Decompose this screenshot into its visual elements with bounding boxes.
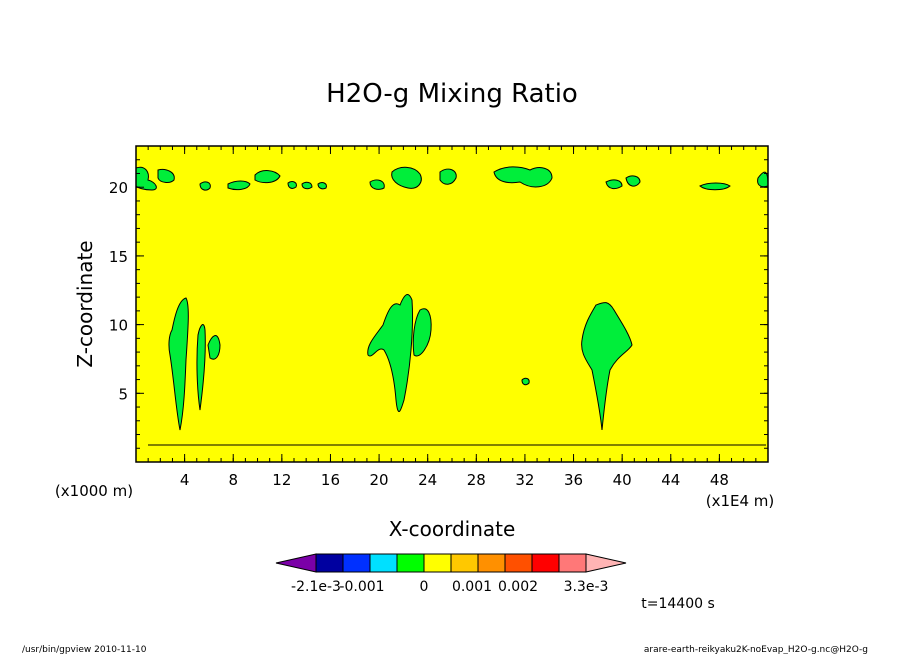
x-tick-label: 12 bbox=[272, 471, 291, 489]
small-blob bbox=[521, 377, 530, 386]
x-tick-label: 20 bbox=[370, 471, 389, 489]
top-blob-9 bbox=[369, 179, 385, 190]
colorbar-segment bbox=[558, 553, 587, 573]
updraft-plume-3 bbox=[581, 302, 633, 431]
colorbar-segment bbox=[450, 553, 479, 573]
top-blob-7 bbox=[301, 181, 313, 190]
x-tick-label: 48 bbox=[710, 471, 729, 489]
updraft-plume-2b bbox=[412, 308, 432, 357]
plot-background bbox=[136, 146, 768, 462]
colorbar-segment bbox=[504, 553, 533, 573]
colorbar-segment bbox=[477, 553, 506, 573]
top-blob-10 bbox=[391, 166, 422, 189]
colorbar bbox=[275, 553, 627, 573]
x-tick-label: 40 bbox=[613, 471, 632, 489]
top-blob-1 bbox=[135, 166, 157, 191]
updraft-plume-2 bbox=[367, 294, 414, 412]
colorbar-label: 3.3e-3 bbox=[564, 579, 609, 595]
colorbar-segment bbox=[342, 553, 371, 573]
colorbar-extend-low bbox=[275, 553, 317, 573]
x-tick-label: 28 bbox=[467, 471, 486, 489]
x-tick-label: 4 bbox=[180, 471, 190, 489]
y-axis-label: Z-coordinate bbox=[73, 240, 97, 367]
contour-features bbox=[135, 166, 769, 431]
y-tick-label: 5 bbox=[118, 385, 128, 403]
chart-title: H2O-g Mixing Ratio bbox=[326, 79, 578, 109]
x-axis-label: X-coordinate bbox=[389, 517, 516, 541]
colorbar-extend-high bbox=[585, 553, 627, 573]
x-axis: 4 8 12 16 20 24 28 32 36 40 44 48 bbox=[135, 146, 769, 489]
footer-left: /usr/bin/gpview 2010-11-10 bbox=[22, 645, 147, 654]
colorbar-label: 0 bbox=[420, 579, 429, 595]
top-blob-4 bbox=[227, 180, 251, 191]
colorbar-label: 0.002 bbox=[498, 579, 538, 595]
y-axis: 5 10 15 20 bbox=[109, 159, 768, 449]
x-tick-label: 8 bbox=[228, 471, 238, 489]
top-blob-8 bbox=[317, 182, 327, 190]
colorbar-label: -0.001 bbox=[339, 579, 384, 595]
plot-area bbox=[135, 145, 769, 463]
colorbar-segment bbox=[396, 553, 425, 573]
x-unit-left: (x1000 m) bbox=[55, 482, 133, 500]
colorbar-segment bbox=[531, 553, 560, 573]
top-blob-13 bbox=[605, 179, 623, 190]
colorbar-segment bbox=[423, 553, 452, 573]
x-unit-right: (x1E4 m) bbox=[706, 492, 775, 510]
y-tick-label: 20 bbox=[109, 179, 128, 197]
top-blob-11 bbox=[439, 168, 457, 185]
colorbar-labels: -2.1e-3-0.001 0 0.001 0.002 3.3e-3 bbox=[291, 579, 608, 595]
top-blob-6 bbox=[287, 181, 297, 189]
x-tick-label: 44 bbox=[661, 471, 680, 489]
x-tick-label: 24 bbox=[418, 471, 437, 489]
updraft-plume-1 bbox=[168, 297, 189, 431]
top-blob-14 bbox=[625, 175, 641, 187]
updraft-plume-1b bbox=[196, 324, 206, 411]
y-tick-label: 10 bbox=[109, 317, 128, 335]
colorbar-label: -2.1e-3 bbox=[291, 579, 341, 595]
x-tick-label: 32 bbox=[515, 471, 534, 489]
top-blob-2 bbox=[157, 169, 175, 183]
colorbar-segment bbox=[315, 553, 344, 573]
colorbar-segment bbox=[369, 553, 398, 573]
colorbar-label: 0.001 bbox=[452, 579, 492, 595]
top-blob-15 bbox=[699, 182, 731, 191]
top-blob-12 bbox=[493, 166, 553, 188]
x-tick-label: 36 bbox=[564, 471, 583, 489]
top-blob-5 bbox=[254, 170, 281, 184]
footer-right: arare-earth-reikyaku2K-noEvap_H2O-g.nc@H… bbox=[644, 645, 868, 654]
time-label: t=14400 s bbox=[641, 596, 715, 612]
top-blob-3 bbox=[199, 181, 211, 191]
x-tick-label: 16 bbox=[321, 471, 340, 489]
updraft-plume-1c bbox=[207, 335, 221, 360]
y-tick-label: 15 bbox=[109, 248, 128, 266]
